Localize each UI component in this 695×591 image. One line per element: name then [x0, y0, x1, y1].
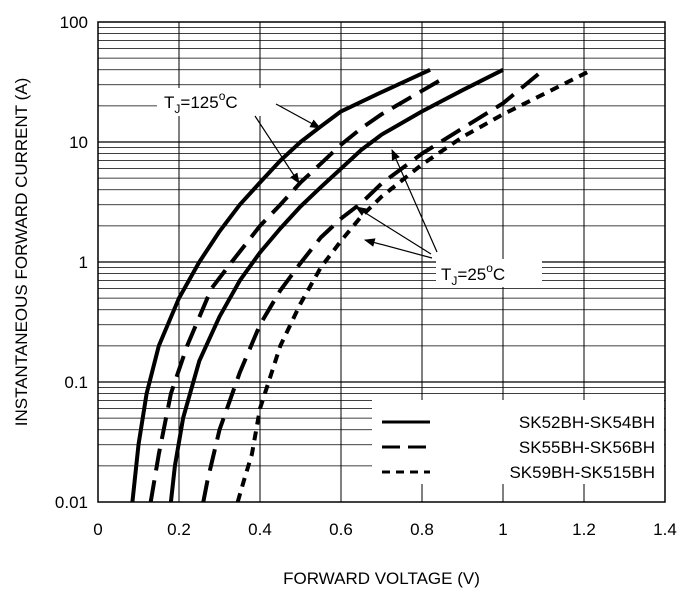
tick-labels: 0 0.2 0.4 0.6 0.8 1 1.2 1.4 0.01 0.1 1 10 100 [55, 13, 677, 539]
x-axis-title: FORWARD VOLTAGE (V) [283, 569, 480, 588]
x-tick-label: 0.4 [248, 520, 272, 539]
annotation-25c-background [436, 259, 542, 287]
annotation-arrow [391, 149, 438, 253]
x-tick-label: 0.8 [410, 520, 434, 539]
annotation-arrow [275, 103, 321, 129]
y-tick-label: 100 [60, 13, 88, 32]
curve-solid-tj125 [130, 67, 431, 503]
legend-label-sk55bh: SK55BH-SK56BH [519, 438, 655, 457]
y-tick-label: 10 [69, 133, 88, 152]
curve-long-dash-tj25 [201, 68, 545, 503]
x-tick-label: 0.6 [329, 520, 353, 539]
annotation-tj-125c: TJ=125oC [164, 89, 238, 116]
curve-solid-tj25 [168, 68, 504, 503]
grid [98, 22, 665, 502]
annotation-tj-25c: TJ=25oC [441, 261, 505, 288]
curve-short-dash-tj25 [235, 68, 593, 503]
y-axis-title: INSTANTANEOUS FORWARD CURRENT (A) [12, 78, 31, 427]
x-tick-label: 0.2 [167, 520, 191, 539]
y-tick-label: 0.1 [64, 373, 88, 392]
plot-frame [97, 21, 666, 503]
annotations: TJ=125oC TJ=25oC [157, 88, 542, 288]
annotation-arrow [355, 206, 432, 255]
x-tick-label: 1.2 [572, 520, 596, 539]
legend-box [372, 400, 664, 484]
x-tick-label: 0 [93, 520, 102, 539]
annotation-arrow [254, 115, 300, 184]
annotation-arrows [254, 103, 438, 259]
y-tick-label: 1 [79, 253, 88, 272]
legend-label-sk59bh: SK59BH-SK515BH [509, 463, 655, 482]
legend-label-sk52bh: SK52BH-SK54BH [519, 413, 655, 432]
curves [130, 67, 593, 503]
legend: SK52BH-SK54BH SK55BH-SK56BH SK59BH-SK515… [372, 400, 664, 484]
annotation-arrow [363, 238, 433, 259]
x-tick-label: 1.4 [653, 520, 677, 539]
x-tick-label: 1 [498, 520, 507, 539]
y-tick-label: 0.01 [55, 493, 88, 512]
annotation-125c-background [157, 88, 279, 116]
